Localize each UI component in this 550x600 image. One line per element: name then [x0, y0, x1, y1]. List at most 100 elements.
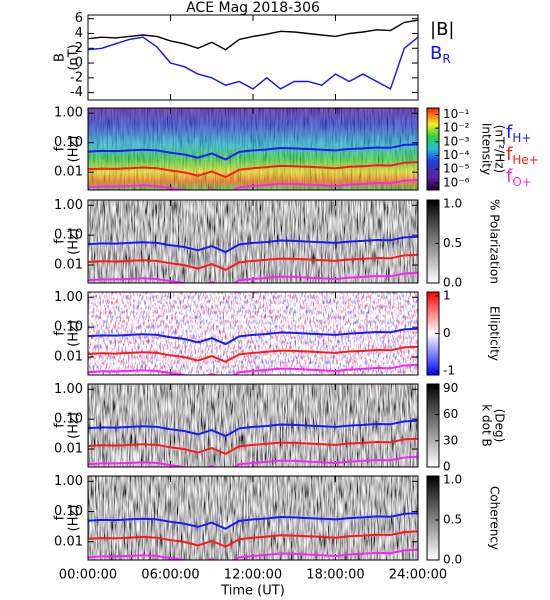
colorbar-tick-label: 1.0 [443, 196, 462, 210]
series-line [88, 455, 418, 467]
legend-name: |B| [430, 19, 454, 40]
colorbar-tick-label: 1 [443, 288, 451, 302]
colorbar-unit: (Deg) [493, 409, 507, 443]
series-line [88, 419, 418, 438]
series-line [88, 363, 418, 375]
y-axis-unit: (Hz) [67, 412, 82, 439]
series-line [88, 271, 418, 283]
plot-frame [87, 199, 419, 284]
legend-subscript: He+ [512, 153, 538, 167]
y-tick-label: -2 [70, 70, 83, 85]
y-axis-unit: (Hz) [67, 136, 82, 163]
y-tick-label: 6 [75, 11, 83, 26]
series-line [88, 178, 418, 190]
colorbar-tick-label: 1.0 [443, 473, 462, 487]
colorbar-label: Intensity [480, 123, 494, 175]
colorbar-tick-label: 0 [443, 326, 451, 340]
colorbar-tick-label: 10⁻² [443, 121, 470, 135]
series-line [88, 548, 418, 560]
legend-label: fH+ [506, 122, 531, 145]
y-axis-unit: (Hz) [67, 320, 82, 347]
colorbar-tick-label: 0.0 [443, 553, 462, 567]
colorbar-tick-label: 30 [443, 433, 458, 447]
series-line [88, 235, 418, 254]
series-line [88, 253, 418, 271]
legend-name: B [430, 43, 442, 64]
y-tick-label: 0.01 [54, 350, 83, 365]
y-axis-unit: (Hz) [67, 505, 82, 532]
colorbar-tick-label: 10⁻⁶ [443, 175, 470, 189]
colorbar-tick-label: 0.0 [443, 276, 462, 290]
x-tick-label: 00:00:00 [59, 568, 117, 583]
plot-frame [87, 383, 419, 468]
series-line [88, 36, 418, 90]
colorbar-tick-label: 10⁻⁴ [443, 148, 470, 162]
colorbar-tick-label: 60 [443, 407, 458, 421]
series-line [88, 327, 418, 346]
series-line [88, 345, 418, 363]
colorbar-tick-label: 10⁻¹ [443, 107, 470, 121]
series-line [88, 161, 418, 179]
colorbar-label: % Polarization [488, 199, 502, 284]
y-tick-label: 0.01 [54, 442, 83, 457]
y-tick-label: 1.00 [54, 106, 83, 121]
colorbar [426, 107, 440, 191]
legend-name: f [506, 166, 513, 187]
legend-name: f [506, 144, 513, 165]
legend-label: fO+ [506, 166, 532, 189]
y-axis-label: B [53, 53, 68, 62]
y-tick-label: 1.00 [54, 382, 83, 397]
y-axis-unit: (Hz) [67, 228, 82, 255]
colorbar-tick-label: 0.5 [443, 236, 462, 250]
colorbar-tick-label: 90 [443, 381, 458, 395]
colorbar-tick-label: 10⁻³ [443, 134, 470, 148]
legend-subscript: R [442, 52, 450, 66]
series-line [88, 143, 418, 161]
legend-name: f [506, 122, 513, 143]
y-tick-label: 0.10 [54, 412, 83, 427]
plot-frame [87, 475, 419, 561]
series-line [88, 19, 418, 51]
y-tick-label: 0.01 [54, 165, 83, 180]
y-axis-label: f [53, 331, 68, 336]
y-tick-label: 1.00 [54, 198, 83, 213]
y-tick-label: -4 [70, 85, 83, 100]
y-tick-label: 0.01 [54, 534, 83, 549]
x-tick-label: 18:00:00 [306, 568, 364, 583]
y-axis-label: f [53, 146, 68, 151]
plot-frame [87, 107, 419, 191]
colorbar [426, 475, 440, 561]
series-line [88, 530, 418, 548]
x-axis-label: Time (UT) [220, 584, 285, 599]
y-tick-label: 0.10 [54, 135, 83, 150]
colorbar-tick-label: 0.5 [443, 513, 462, 527]
x-tick-label: 12:00:00 [224, 568, 282, 583]
plot-frame [87, 291, 419, 376]
chart-title: ACE Mag 2018-306 [186, 0, 320, 16]
y-tick-label: 0.01 [54, 258, 83, 273]
series-line [88, 437, 418, 455]
y-tick-label: 0.10 [54, 228, 83, 243]
y-axis-label: f [53, 423, 68, 428]
x-tick-label: 24:00:00 [389, 568, 447, 583]
y-tick-label: 2 [75, 41, 83, 56]
colorbar-tick-label: -1 [443, 364, 455, 378]
y-axis-label: f [53, 515, 68, 520]
colorbar [426, 383, 440, 468]
legend-subscript: H+ [512, 131, 531, 145]
colorbar-tick-label: 0 [443, 460, 451, 474]
y-tick-label: 0 [75, 56, 83, 71]
legend-label: BR [430, 43, 451, 66]
colorbar-label: Coherency [488, 486, 502, 550]
x-tick-label: 06:00:00 [141, 568, 199, 583]
colorbar-tick-label: 10⁻⁵ [443, 162, 470, 176]
colorbar-label: Ellipticity [488, 306, 502, 361]
y-axis-label: f [53, 239, 68, 244]
y-tick-label: 4 [75, 26, 83, 41]
y-tick-label: 0.10 [54, 504, 83, 519]
colorbar-label: k dot B [480, 404, 494, 446]
legend-label: fHe+ [506, 144, 539, 167]
y-axis-unit: (nT) [67, 44, 82, 70]
